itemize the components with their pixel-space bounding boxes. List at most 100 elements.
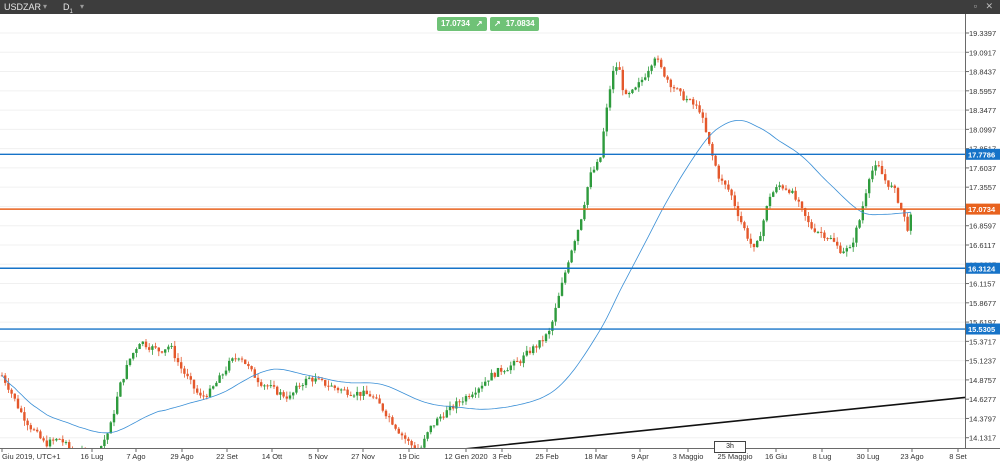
candle-body: [398, 429, 400, 434]
candle-body: [462, 401, 464, 402]
bid-price-button[interactable]: 17.0734↗: [437, 17, 487, 31]
candle-body: [388, 416, 390, 417]
candle-body: [385, 411, 387, 417]
level-price-label: 17.7786: [968, 150, 995, 159]
time-scroll-handle[interactable]: 3h: [714, 441, 746, 453]
candle-body: [753, 244, 755, 247]
candle-body: [785, 188, 787, 189]
candle-body: [663, 67, 665, 76]
candle-body: [247, 364, 249, 366]
y-tick-label: 14.8757: [969, 376, 996, 385]
y-tick-label: 14.6277: [969, 395, 996, 404]
candle-body: [110, 422, 112, 433]
candle-body: [814, 228, 816, 231]
candle-body: [167, 347, 169, 350]
candle-body: [849, 247, 851, 248]
candle-body: [433, 425, 435, 426]
y-tick-label: 17.3557: [969, 183, 996, 192]
candle-body: [545, 334, 547, 341]
chart-plot-area[interactable]: [0, 14, 965, 448]
symbol-dropdown-icon[interactable]: ▾: [43, 2, 47, 11]
candle-body: [513, 361, 515, 365]
moving-average-line: [2, 121, 911, 433]
window-controls-icon[interactable]: ▫ ✕: [974, 1, 996, 12]
candle-body: [622, 70, 624, 90]
candle-body: [817, 232, 819, 233]
timeframe-dropdown-icon[interactable]: ▾: [80, 2, 84, 11]
candle-body: [30, 425, 32, 429]
candle-body: [906, 217, 908, 231]
candle-body: [199, 393, 201, 396]
candle-body: [378, 398, 380, 403]
candle-body: [362, 391, 364, 396]
candle-body: [506, 370, 508, 371]
candle-body: [724, 181, 726, 185]
price-axis[interactable]: 19.339719.091718.843718.595718.347718.09…: [965, 14, 1000, 448]
candle-body: [481, 386, 483, 389]
candle-body: [334, 386, 336, 388]
candle-body: [471, 395, 473, 397]
candle-body: [494, 373, 496, 377]
y-tick-label: 16.1157: [969, 280, 996, 289]
candle-body: [190, 376, 192, 380]
candle-body: [289, 395, 291, 398]
candle-body: [602, 131, 604, 157]
candle-body: [180, 362, 182, 368]
candle-body: [295, 386, 297, 393]
candle-body: [212, 386, 214, 388]
x-tick-label: 30 Lug: [857, 452, 880, 461]
candle-body: [426, 432, 428, 439]
candle-body: [193, 380, 195, 389]
candle-body: [474, 393, 476, 395]
candle-body: [430, 426, 432, 432]
candle-body: [650, 66, 652, 71]
candle-body: [705, 118, 707, 132]
candle-body: [135, 349, 137, 353]
candle-body: [708, 132, 710, 144]
candle-body: [759, 236, 761, 241]
candle-body: [788, 190, 790, 193]
candle-body: [270, 385, 272, 386]
timeframe-label[interactable]: D1: [63, 2, 73, 15]
candle-body: [734, 195, 736, 206]
candle-body: [871, 171, 873, 180]
candle-body: [852, 243, 854, 248]
candle-body: [279, 392, 281, 395]
candle-body: [250, 366, 252, 369]
bid-arrow-icon: ↗: [476, 19, 483, 28]
candle-body: [148, 347, 150, 350]
candle-body: [718, 166, 720, 179]
candle-body: [14, 394, 16, 399]
candle-body: [842, 251, 844, 253]
candle-body: [490, 373, 492, 381]
candle-body: [644, 77, 646, 79]
x-tick-label: 18 Mar: [584, 452, 608, 461]
candle-body: [830, 238, 832, 239]
x-tick-label: 3 Feb: [492, 452, 511, 461]
x-tick-label: 8 Lug: [813, 452, 832, 461]
candle-body: [807, 216, 809, 222]
candle-body: [266, 385, 268, 386]
candle-body: [625, 90, 627, 94]
candle-body: [522, 355, 524, 363]
candle-body: [698, 105, 700, 112]
candle-body: [865, 193, 867, 206]
candle-body: [775, 187, 777, 192]
candle-body: [702, 112, 704, 117]
candle-body: [682, 91, 684, 100]
candle-body: [145, 342, 147, 348]
symbol-label[interactable]: USDZAR: [4, 2, 41, 12]
ask-price-button[interactable]: ↗17.0834: [490, 17, 539, 31]
candle-body: [244, 360, 246, 364]
candle-body: [743, 222, 745, 228]
candle-body: [215, 383, 217, 386]
candle-body: [846, 248, 848, 251]
candle-body: [631, 90, 633, 93]
candle-body: [209, 389, 211, 397]
candle-body: [900, 203, 902, 209]
candle-body: [260, 382, 262, 386]
x-tick-label: 22 Set: [216, 452, 239, 461]
trendline[interactable]: [308, 397, 965, 448]
candle-body: [868, 179, 870, 193]
